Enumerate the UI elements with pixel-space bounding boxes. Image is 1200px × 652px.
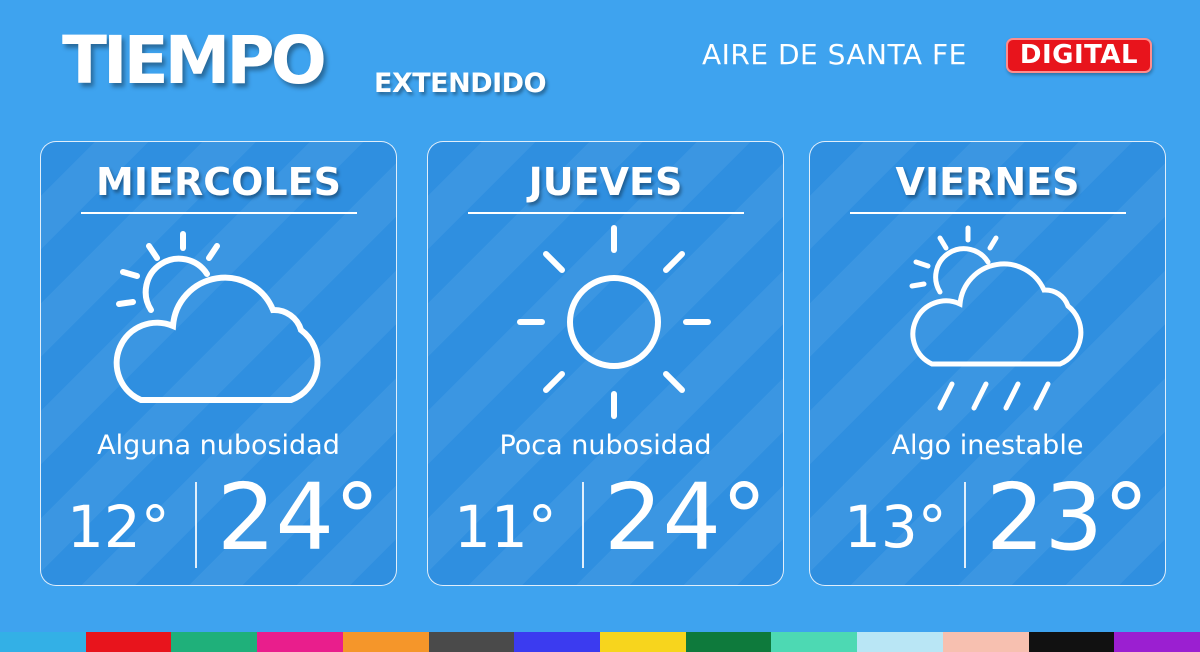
stripe-segment bbox=[857, 632, 943, 652]
stripe-segment bbox=[771, 632, 858, 652]
page-title: TIEMPO bbox=[62, 22, 327, 99]
day-name: VIERNES bbox=[895, 160, 1080, 204]
stripe-segment bbox=[85, 632, 172, 652]
divider bbox=[850, 212, 1126, 214]
temperature-separator bbox=[195, 482, 197, 568]
stripe-segment bbox=[600, 632, 686, 652]
stripe-segment bbox=[0, 632, 86, 652]
stripe-segment bbox=[1114, 632, 1200, 652]
min-temperature: 12° bbox=[67, 493, 170, 561]
forecast-description: Poca nubosidad bbox=[499, 430, 712, 461]
forecast-card-viernes: VIERNES Algo inestable 13° 23° bbox=[809, 141, 1166, 586]
max-temperature: 24° bbox=[217, 464, 381, 571]
stripe-segment bbox=[685, 632, 772, 652]
brand-name: AIRE DE SANTA FE bbox=[702, 38, 967, 71]
brand-badge: DIGITAL bbox=[1006, 38, 1152, 73]
max-temperature: 24° bbox=[604, 464, 768, 571]
forecast-description: Algo inestable bbox=[891, 430, 1084, 461]
stripe-segment bbox=[1028, 632, 1115, 652]
temperature-separator bbox=[964, 482, 966, 568]
min-temperature: 13° bbox=[844, 493, 947, 561]
temperature-separator bbox=[582, 482, 584, 568]
divider bbox=[81, 212, 357, 214]
stripe-segment bbox=[342, 632, 429, 652]
forecast-description: Alguna nubosidad bbox=[97, 430, 340, 461]
min-temperature: 11° bbox=[454, 493, 557, 561]
stripe-segment bbox=[257, 632, 343, 652]
stripe-segment bbox=[514, 632, 601, 652]
day-name: MIERCOLES bbox=[96, 160, 341, 204]
forecast-card-miercoles: MIERCOLES Alguna nubosidad 12° 24° bbox=[40, 141, 397, 586]
stripe-segment bbox=[942, 632, 1029, 652]
stripe-segment bbox=[171, 632, 258, 652]
partly-cloudy-rain-icon bbox=[909, 225, 1084, 411]
stripe-segment bbox=[428, 632, 515, 652]
sun-icon bbox=[517, 225, 711, 419]
page-subtitle: EXTENDIDO bbox=[374, 68, 547, 99]
partly-cloudy-icon bbox=[113, 231, 321, 403]
divider bbox=[468, 212, 744, 214]
forecast-card-jueves: JUEVES Poca nubosidad 11° 24° bbox=[427, 141, 784, 586]
max-temperature: 23° bbox=[986, 464, 1150, 571]
day-name: JUEVES bbox=[528, 160, 683, 204]
color-stripe bbox=[0, 632, 1200, 652]
